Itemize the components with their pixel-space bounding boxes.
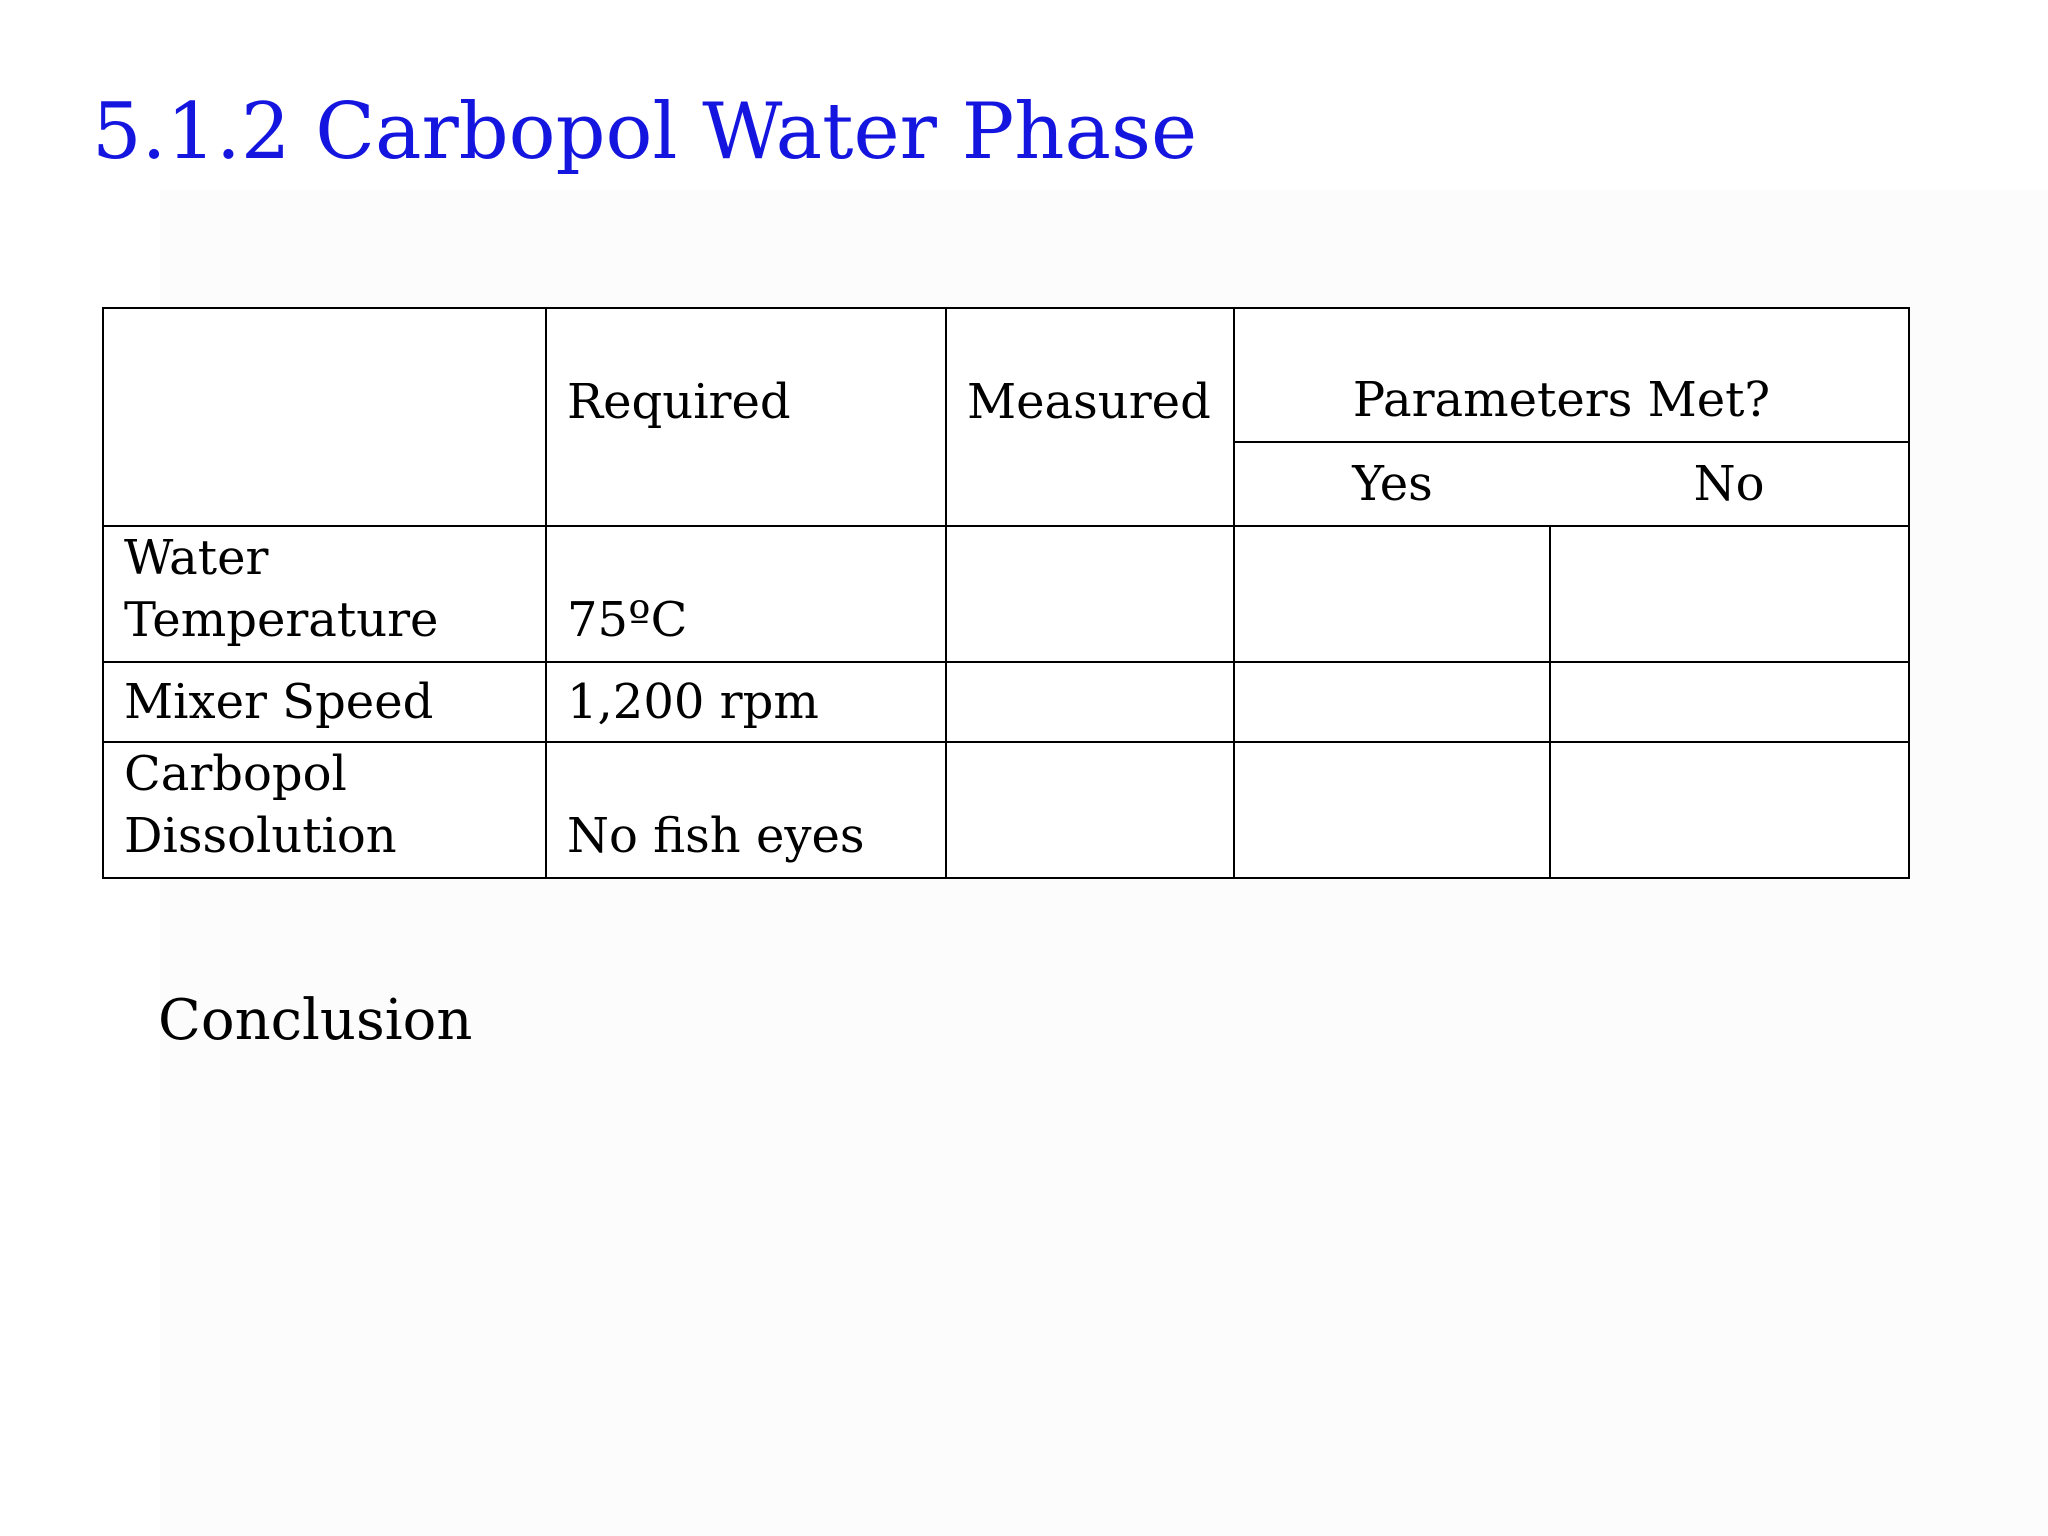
- header-measured: Measured: [945, 307, 1235, 527]
- parameter-line: Mixer Speed: [124, 674, 434, 730]
- header-parameter: [102, 307, 547, 527]
- row-yes[interactable]: [1233, 525, 1551, 663]
- parameter-line: Carbopol: [124, 746, 347, 802]
- row-measured[interactable]: [945, 741, 1235, 879]
- row-no[interactable]: [1549, 661, 1910, 743]
- row-yes[interactable]: [1233, 661, 1551, 743]
- table-header-row: Required Measured Parameters Met? Yes No: [102, 307, 1910, 527]
- row-no[interactable]: [1549, 525, 1910, 663]
- row-required: 1,200 rpm: [545, 661, 947, 743]
- row-measured[interactable]: [945, 661, 1235, 743]
- parameter-line: Temperature: [124, 592, 439, 648]
- parameter-line: Dissolution: [124, 808, 397, 864]
- header-no: No: [1693, 456, 1765, 512]
- table-row: Mixer Speed 1,200 rpm: [102, 661, 1910, 743]
- row-measured[interactable]: [945, 525, 1235, 663]
- row-no[interactable]: [1549, 741, 1910, 879]
- row-parameter: Water Temperature: [102, 525, 547, 663]
- table-row: Carbopol Dissolution No fish eyes: [102, 741, 1910, 879]
- header-required: Required: [545, 307, 947, 527]
- table-row: Water Temperature 75ºC: [102, 525, 1910, 663]
- row-required: 75ºC: [545, 525, 947, 663]
- row-parameter: Carbopol Dissolution: [102, 741, 547, 879]
- header-yes-no-row: Yes No: [1236, 443, 1907, 524]
- row-yes[interactable]: [1233, 741, 1551, 879]
- header-parameters-met-cell: Parameters Met? Yes No: [1233, 307, 1910, 527]
- header-parameters-met: Parameters Met?: [1236, 310, 1907, 443]
- slide-title: 5.1.2 Carbopol Water Phase: [92, 87, 1198, 177]
- parameters-table: Required Measured Parameters Met? Yes No…: [102, 307, 1910, 879]
- header-yes: Yes: [1352, 456, 1433, 512]
- conclusion-label: Conclusion: [158, 988, 473, 1053]
- row-parameter: Mixer Speed: [102, 661, 547, 743]
- row-required: No fish eyes: [545, 741, 947, 879]
- parameter-line: Water: [124, 530, 269, 586]
